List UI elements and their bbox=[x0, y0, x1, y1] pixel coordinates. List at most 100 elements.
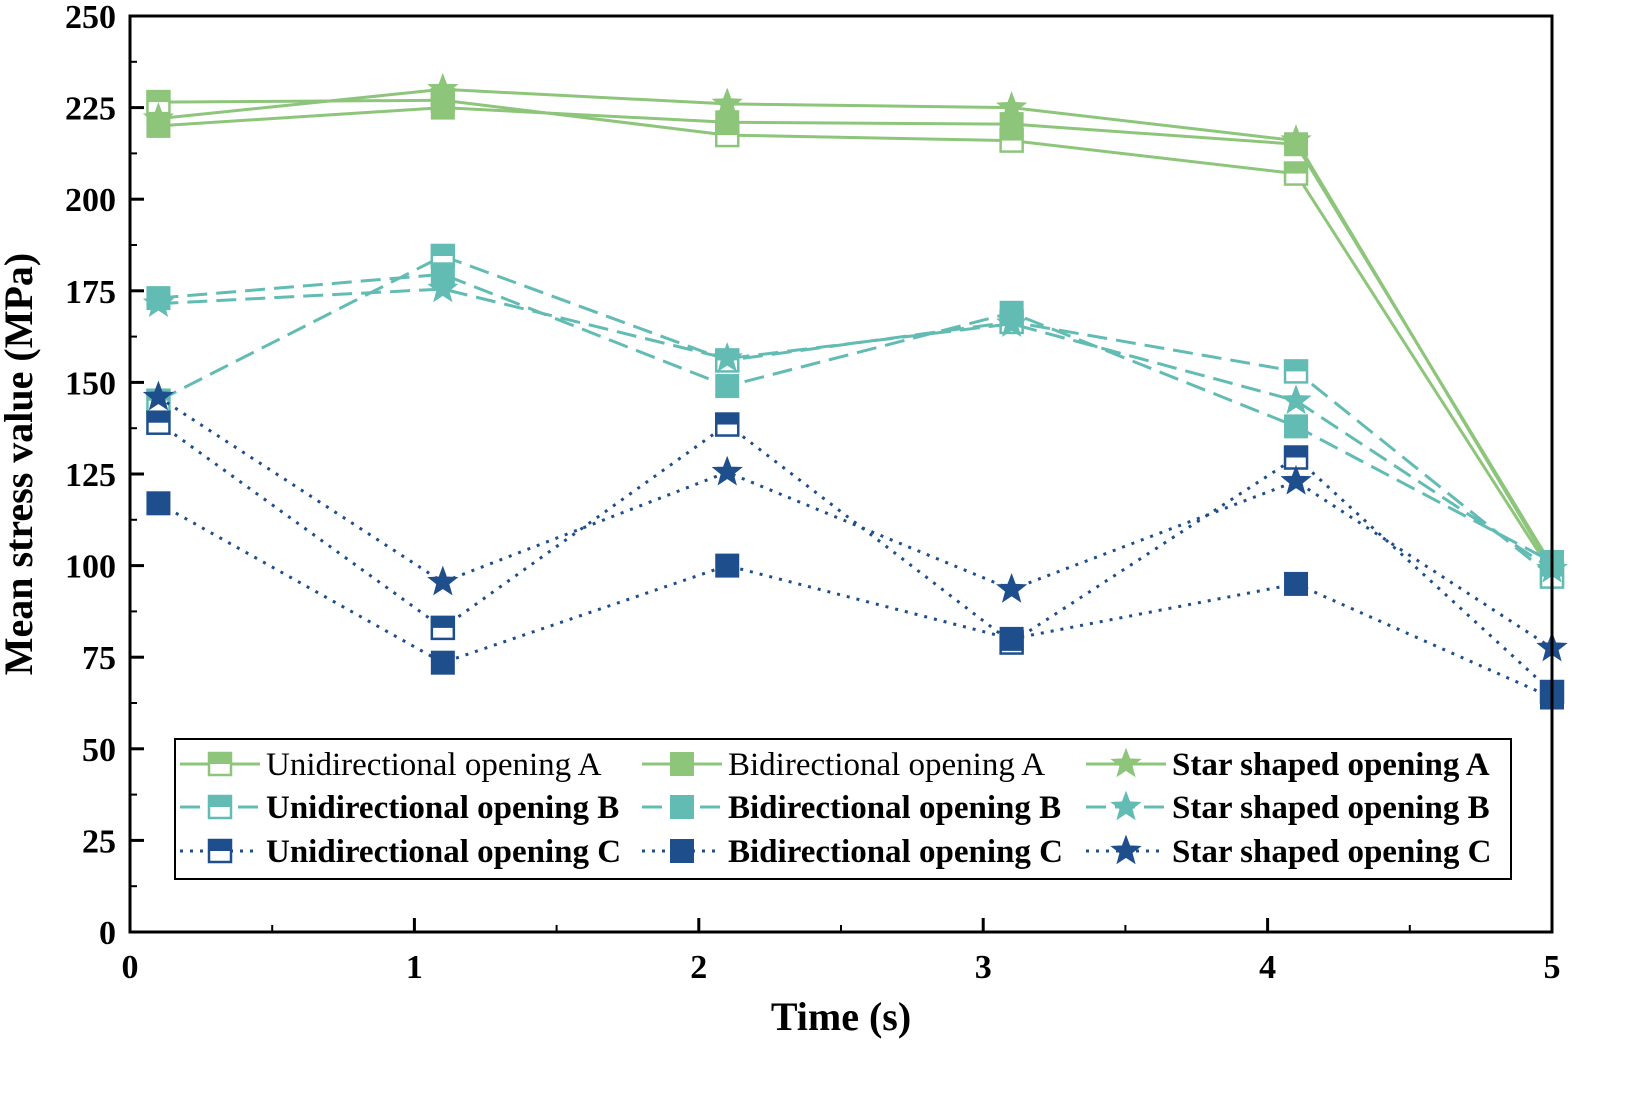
legend-item: Unidirectional opening A bbox=[180, 747, 602, 783]
legend-label: Unidirectional opening B bbox=[266, 790, 619, 826]
data-point bbox=[430, 95, 455, 120]
marker-star bbox=[427, 272, 459, 303]
series-line bbox=[157, 501, 1553, 699]
data-point bbox=[1280, 384, 1312, 415]
legend-item: Bidirectional opening A bbox=[642, 747, 1045, 783]
y-tick-label: 200 bbox=[65, 182, 116, 219]
series-bidirectional-opening-c bbox=[146, 491, 1564, 710]
data-point bbox=[715, 110, 740, 135]
marker-square bbox=[1284, 414, 1309, 439]
legend-item: Star shaped opening C bbox=[1086, 834, 1491, 870]
marker-star bbox=[711, 87, 743, 118]
marker-square bbox=[670, 839, 694, 863]
marker-square bbox=[715, 110, 740, 135]
marker-star bbox=[142, 102, 175, 132]
data-point bbox=[146, 410, 171, 435]
marker-half-fill bbox=[147, 91, 170, 103]
marker-square bbox=[715, 553, 740, 578]
series-line bbox=[158, 287, 1553, 571]
marker-star bbox=[1110, 834, 1142, 865]
marker-half-fill bbox=[209, 796, 231, 807]
series-bidirectional-opening-b bbox=[146, 262, 1564, 574]
legend-marker bbox=[670, 752, 694, 776]
legend-marker bbox=[670, 839, 694, 863]
legend-item: Unidirectional opening B bbox=[180, 790, 619, 826]
marker-star bbox=[142, 287, 175, 317]
marker-half-fill bbox=[1285, 360, 1308, 372]
marker-square bbox=[670, 752, 694, 776]
data-point bbox=[715, 553, 740, 578]
legend-marker bbox=[670, 795, 694, 819]
y-tick-label: 150 bbox=[65, 365, 116, 402]
marker-half-fill bbox=[209, 840, 231, 851]
legend-item: Star shaped opening B bbox=[1086, 790, 1490, 826]
series-star-shaped-opening-a bbox=[142, 72, 1568, 583]
axis-layer: 0 25 50 75 100 125 150 175 200 225 250 0 1 2 3 4 5 bbox=[65, 0, 1561, 986]
legend-label: Bidirectional opening B bbox=[728, 790, 1061, 826]
data-point bbox=[142, 287, 175, 317]
y-tick-label: 225 bbox=[65, 91, 116, 128]
data-point bbox=[715, 374, 740, 399]
y-tick-label: 75 bbox=[82, 640, 116, 677]
series-line bbox=[157, 395, 1553, 650]
y-tick-label: 0 bbox=[99, 915, 116, 952]
data-point bbox=[146, 491, 171, 516]
y-tick-label: 100 bbox=[65, 549, 116, 586]
marker-square bbox=[1284, 571, 1309, 596]
data-point bbox=[1284, 414, 1309, 439]
marker-star bbox=[996, 572, 1028, 603]
series-unidirectional-opening-a bbox=[146, 88, 1565, 586]
x-tick-label: 4 bbox=[1259, 949, 1276, 986]
series-layer bbox=[142, 72, 1568, 710]
marker-square bbox=[146, 491, 171, 516]
data-point bbox=[427, 565, 459, 596]
marker-square bbox=[999, 626, 1024, 651]
legend-item: Bidirectional opening C bbox=[642, 834, 1063, 870]
data-point bbox=[1280, 464, 1312, 495]
data-point bbox=[711, 87, 743, 118]
marker-square bbox=[430, 95, 455, 120]
marker-star bbox=[427, 72, 459, 103]
marker-star bbox=[1280, 464, 1312, 495]
legend-label: Unidirectional opening A bbox=[266, 747, 602, 783]
legend-marker bbox=[207, 751, 233, 777]
marker-half-fill bbox=[716, 413, 739, 425]
data-point bbox=[430, 650, 455, 675]
data-point bbox=[1283, 359, 1309, 384]
data-point bbox=[996, 307, 1028, 338]
marker-half-fill bbox=[1285, 162, 1308, 174]
y-tick-label: 25 bbox=[82, 823, 116, 860]
marker-square bbox=[715, 374, 740, 399]
marker-star bbox=[1280, 384, 1312, 415]
marker-half-fill bbox=[431, 616, 454, 628]
x-tick-label: 3 bbox=[975, 949, 992, 986]
series-line bbox=[158, 106, 1554, 567]
y-tick-label: 125 bbox=[65, 457, 116, 494]
marker-star bbox=[1110, 790, 1142, 821]
y-tick-label: 50 bbox=[82, 732, 116, 769]
legend-label: Bidirectional opening A bbox=[728, 747, 1045, 783]
data-point bbox=[1283, 161, 1309, 186]
legend-label: Unidirectional opening C bbox=[266, 834, 621, 870]
legend-marker bbox=[1110, 747, 1142, 778]
marker-star bbox=[1110, 747, 1142, 778]
data-point bbox=[1284, 571, 1309, 596]
data-point bbox=[996, 91, 1028, 121]
series-line bbox=[157, 254, 1553, 578]
marker-half-fill bbox=[431, 244, 454, 256]
legend-label: Bidirectional opening C bbox=[728, 834, 1063, 870]
data-point bbox=[999, 626, 1024, 651]
y-tick-label: 175 bbox=[65, 274, 116, 311]
legend-label: Star shaped opening B bbox=[1172, 790, 1490, 826]
legend-marker bbox=[207, 838, 233, 864]
x-axis-title: Time (s) bbox=[771, 994, 911, 1039]
marker-square bbox=[670, 795, 694, 819]
series-line bbox=[158, 272, 1553, 564]
data-point bbox=[711, 342, 743, 372]
marker-star bbox=[996, 91, 1028, 121]
marker-star bbox=[427, 565, 459, 596]
marker-square bbox=[430, 650, 455, 675]
marker-half-fill bbox=[1285, 446, 1308, 458]
data-point bbox=[714, 412, 740, 437]
